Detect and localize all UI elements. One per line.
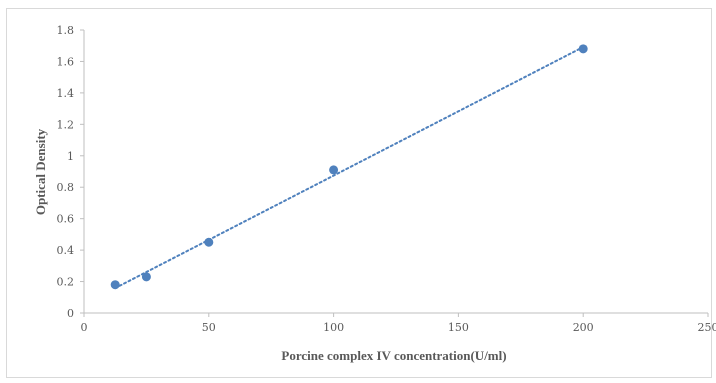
y-tick-label: 0.6: [57, 213, 75, 226]
y-axis-title: Optical Density: [33, 128, 48, 215]
data-point: [141, 272, 151, 282]
x-axis-title: Porcine complex IV concentration(U/ml): [281, 348, 506, 363]
x-tick-label: 250: [698, 321, 716, 334]
data-point: [204, 237, 214, 247]
y-tick-label: 0.4: [57, 244, 75, 257]
linear-trendline: [114, 46, 585, 290]
x-axis: 0 50 100 150 200 250: [81, 312, 716, 334]
data-point: [329, 165, 339, 175]
data-point: [578, 44, 588, 54]
chart-frame: [6, 8, 712, 378]
y-tick-label: 1.8: [57, 24, 75, 37]
x-tick-label: 200: [573, 321, 594, 334]
y-tick-label: 0.8: [57, 181, 75, 194]
y-tick-label: 1.6: [57, 55, 75, 68]
y-tick-label: 1.2: [57, 118, 75, 131]
x-tick-label: 150: [448, 321, 469, 334]
y-tick-label: 1.4: [57, 87, 75, 100]
x-tick-label: 50: [202, 321, 216, 334]
trendline-layer: [114, 46, 585, 290]
y-axis: 0 0.2 0.4 0.6 0.8 1 1.2 1.4 1.6 1.8: [57, 24, 85, 320]
y-tick-label: 0.2: [57, 276, 75, 289]
x-tick-label: 100: [323, 321, 344, 334]
y-tick-label: 1: [67, 150, 74, 163]
data-points: [110, 44, 588, 290]
x-tick-label: 0: [81, 321, 88, 334]
data-point: [110, 280, 120, 290]
y-tick-label: 0: [67, 307, 74, 320]
